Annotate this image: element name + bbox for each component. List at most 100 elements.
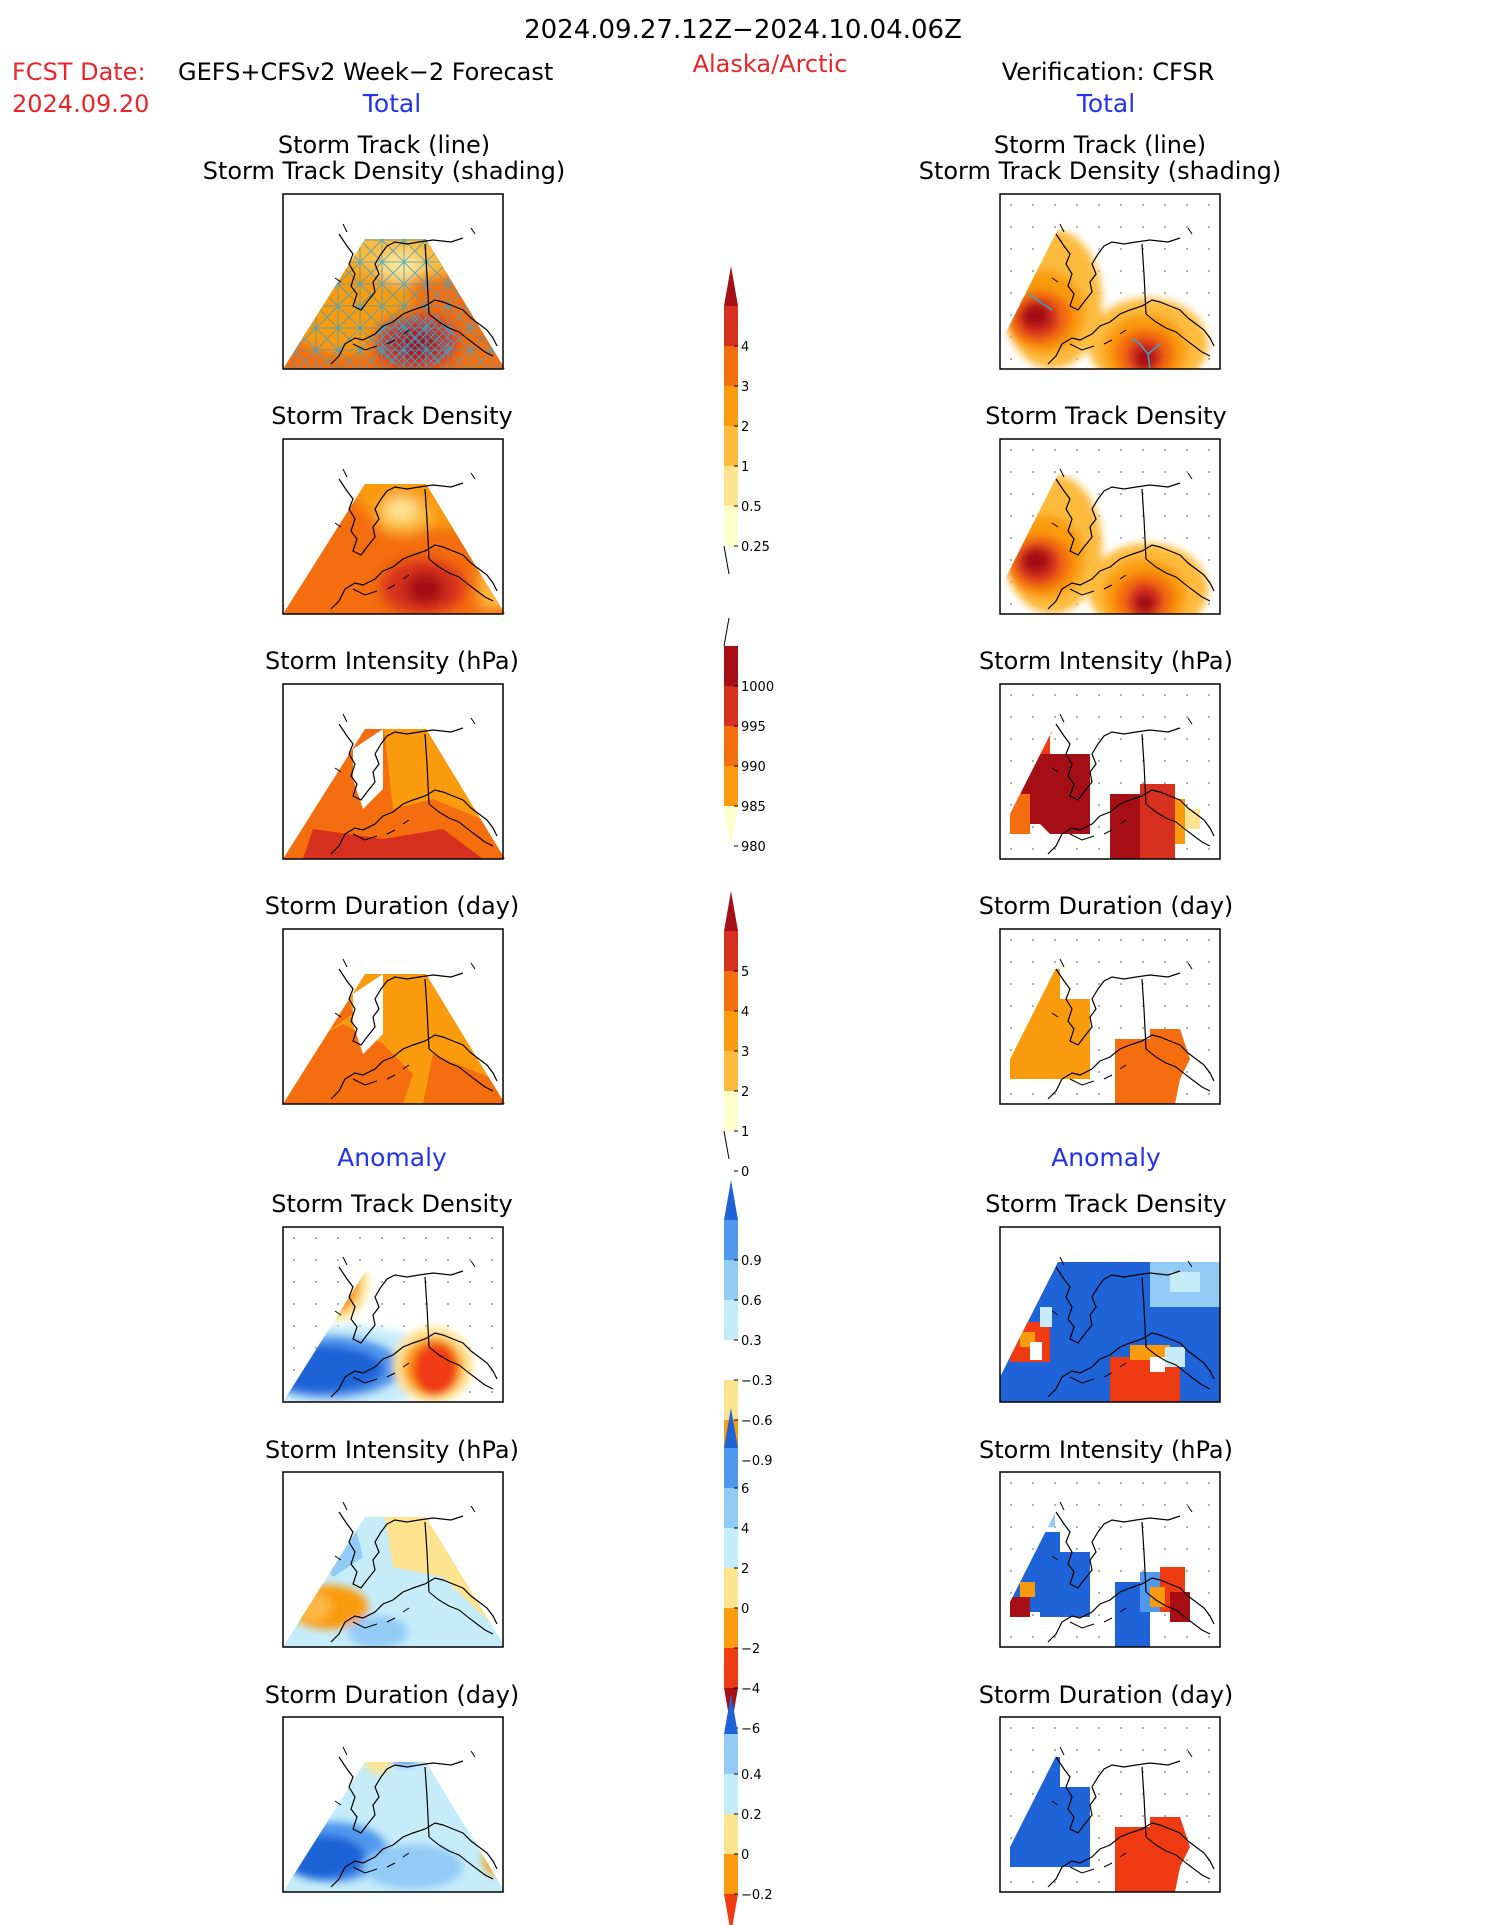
colorbar-tick-label: 5 — [741, 965, 749, 980]
colorbar-tick-label: 4 — [741, 340, 749, 355]
colorbar-segment — [724, 1854, 738, 1894]
map-cfsr-intensity-anomaly — [999, 1471, 1221, 1648]
colorbar-tick-label: −0.9 — [741, 1454, 773, 1469]
colorbar-tick-label: 2 — [741, 1562, 749, 1577]
colorbar-segment — [724, 1260, 738, 1300]
colorbar-triangle-bottom — [724, 1894, 738, 1925]
map-cfsr-duration — [999, 928, 1221, 1105]
colorbar-intensity-anomaly: 6 4 2 0 −2 −4 −6 — [724, 1408, 760, 1737]
colorbar-track-density: 4 3 2 1 0.5 0.25 — [723, 266, 770, 575]
map-fcst-duration-anomaly — [282, 1716, 505, 1893]
title-r2: Storm Track Density — [985, 402, 1226, 430]
map-fcst-duration — [282, 928, 505, 1105]
colorbar-tick-label: 985 — [741, 800, 766, 815]
colorbar-segment — [724, 506, 738, 546]
colorbar-segment — [724, 1734, 738, 1774]
colorbar-tick-label: −2 — [741, 1642, 760, 1657]
colorbar-triangle-top — [724, 1408, 738, 1448]
title-r1a: Storm Track (line) — [994, 131, 1206, 159]
colorbar-tick-label: 995 — [741, 720, 766, 735]
colorbar-segment — [724, 466, 738, 506]
map-cfsr-density-anomaly — [999, 1226, 1221, 1403]
colorbar-tick-label: 0.4 — [741, 1768, 762, 1783]
colorbar-triangle-top — [724, 1180, 738, 1220]
colorbar-segment — [724, 1340, 738, 1380]
title-l6: Storm Intensity (hPa) — [265, 1436, 519, 1464]
region-label: Alaska/Arctic — [693, 50, 848, 78]
map-fcst-intensity — [282, 683, 505, 860]
colorbar-tick-label: −6 — [741, 1722, 760, 1737]
colorbar-segment — [724, 931, 738, 971]
colorbar-tick-label: 980 — [741, 840, 766, 855]
colorbar-segment — [724, 426, 738, 466]
colorbar-tick-label: 0 — [741, 1165, 749, 1180]
colorbar-segment — [724, 346, 738, 386]
colorbar-tick-label: 0.25 — [741, 540, 770, 555]
colorbar-segment — [724, 646, 738, 686]
colorbar-segment — [724, 386, 738, 426]
colorbar-triangle-bottom — [724, 806, 738, 846]
title-r4: Storm Duration (day) — [979, 892, 1234, 920]
colorbar-tick-label: −0.2 — [741, 1888, 773, 1903]
title-r7: Storm Duration (day) — [979, 1681, 1234, 1709]
colorbar-segment — [724, 1300, 738, 1340]
colorbar-segment — [724, 1648, 738, 1688]
title-r1b: Storm Track Density (shading) — [919, 157, 1282, 185]
fcst-date-label: FCST Date: — [12, 58, 146, 86]
colorbar-intensity: 1000 995 990 985 980 — [723, 617, 774, 855]
colorbar-segment — [724, 1011, 738, 1051]
colorbar-segment — [724, 1448, 738, 1488]
colorbar-segment — [724, 686, 738, 726]
map-fcst-density — [282, 438, 505, 615]
title-l5: Storm Track Density — [271, 1190, 512, 1218]
map-fcst-density-anomaly — [282, 1226, 504, 1403]
title-l1b: Storm Track Density (shading) — [203, 157, 566, 185]
colorbar-tick-label: 0.2 — [741, 1808, 762, 1823]
colorbar-triangle-top — [724, 1694, 738, 1734]
map-fcst-intensity-anomaly — [282, 1471, 505, 1648]
section-anomaly-left: Anomaly — [337, 1143, 447, 1172]
colorbar-tick-label: 0 — [741, 1848, 749, 1863]
title-l4: Storm Duration (day) — [265, 892, 520, 920]
colorbar-tick-label: 0.6 — [741, 1294, 762, 1309]
colorbar-segment — [724, 306, 738, 346]
title-l1a: Storm Track (line) — [278, 131, 490, 159]
section-total-left: Total — [362, 89, 421, 118]
period-title: 2024.09.27.12Z−2024.10.04.06Z — [524, 15, 962, 45]
title-l2: Storm Track Density — [271, 402, 512, 430]
title-r3: Storm Intensity (hPa) — [979, 647, 1233, 675]
colorbar-segment — [724, 1608, 738, 1648]
map-cfsr-duration-anomaly — [999, 1716, 1221, 1893]
colorbar-tick-label: 3 — [741, 380, 749, 395]
colorbar-tick-label: 1000 — [741, 680, 774, 695]
colorbar-segment — [724, 1814, 738, 1854]
fcst-model-label: GEFS+CFSv2 Week−2 Forecast — [178, 58, 553, 86]
colorbar-tail — [723, 545, 730, 575]
colorbar-tick-label: 990 — [741, 760, 766, 775]
title-l3: Storm Intensity (hPa) — [265, 647, 519, 675]
colorbar-tick-label: 2 — [741, 420, 749, 435]
colorbar-segment — [724, 1091, 738, 1131]
colorbar-tick-label: −0.3 — [741, 1374, 773, 1389]
colorbar-segment — [724, 1774, 738, 1814]
colorbars: 4 3 2 1 0.5 0.25 1000 995 990 985 980 5 4 3 2 1 0 0.9 0.6 0… — [723, 266, 774, 1925]
colorbar-duration: 5 4 3 2 1 0 — [723, 891, 749, 1180]
title-r6: Storm Intensity (hPa) — [979, 1436, 1233, 1464]
colorbar-segment — [724, 1568, 738, 1608]
colorbar-tail — [723, 1130, 730, 1160]
colorbar-tick-label: 4 — [741, 1522, 749, 1537]
colorbar-tick-label: 0.3 — [741, 1334, 762, 1349]
map-fcst-track — [282, 193, 505, 370]
verification-label: Verification: CFSR — [1002, 58, 1215, 86]
colorbar-segment — [724, 1488, 738, 1528]
fcst-date-value: 2024.09.20 — [12, 90, 149, 118]
section-anomaly-right: Anomaly — [1051, 1143, 1161, 1172]
colorbar-segment — [724, 726, 738, 766]
colorbar-segment — [724, 1380, 738, 1420]
colorbar-segment — [724, 1220, 738, 1260]
colorbar-tick-label: 1 — [741, 1125, 749, 1140]
map-cfsr-intensity — [999, 683, 1221, 860]
colorbar-segment — [724, 971, 738, 1011]
colorbar-tick-label: 0.9 — [741, 1254, 762, 1269]
